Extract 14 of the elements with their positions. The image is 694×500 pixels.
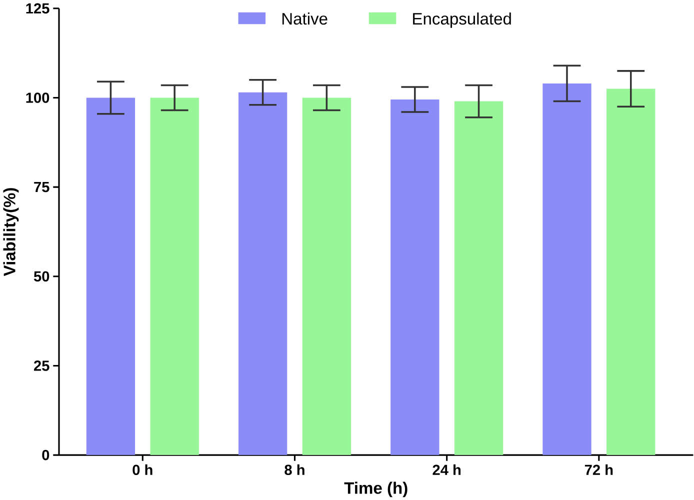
x-tick-label: 0 h [132, 464, 152, 475]
y-axis-title: Viability(%) [3, 188, 19, 276]
y-tick-label: 100 [26, 92, 50, 103]
x-tick-label: 8 h [284, 464, 304, 475]
y-tick-label: 75 [34, 182, 50, 192]
x-tick-label: 24 h [432, 464, 461, 475]
x-axis-title: Time (h) [344, 482, 408, 497]
y-tick-label: 125 [26, 3, 50, 14]
x-tick-label: 72 h [584, 464, 613, 475]
y-tick-label: 0 [42, 450, 50, 460]
legend-label: Native [282, 12, 328, 24]
y-tick-label: 25 [34, 360, 50, 371]
y-tick-label: 50 [34, 271, 50, 282]
legend-label: Encapsulated [413, 12, 511, 28]
